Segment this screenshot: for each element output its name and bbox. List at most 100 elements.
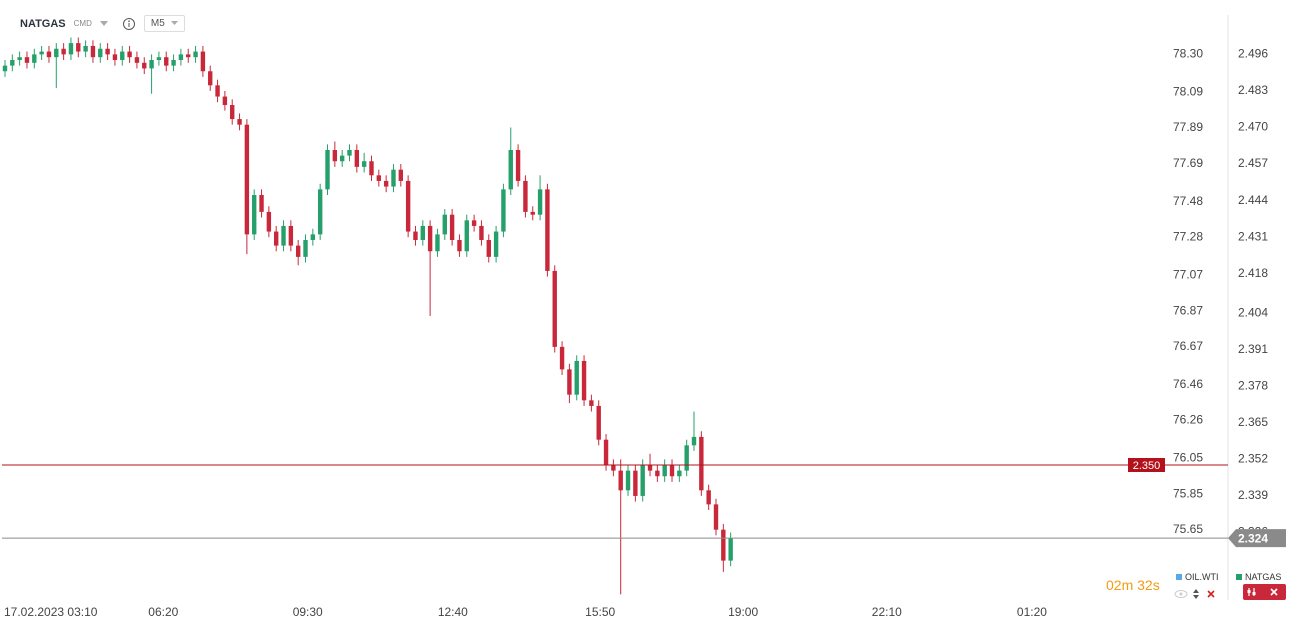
candle-body [464, 220, 469, 252]
candle-body [603, 439, 609, 465]
candle-body [567, 369, 572, 395]
candle-body [259, 195, 264, 212]
legend-swatch [1236, 574, 1242, 580]
y2-tick-label: 76.26 [1173, 413, 1203, 427]
candle-body [625, 470, 631, 491]
x-tick-label: 09:30 [293, 605, 323, 619]
y-tick-label: 2.404 [1238, 305, 1268, 319]
candle-body [405, 180, 411, 232]
info-icon[interactable] [122, 17, 136, 31]
candle-body [728, 538, 733, 561]
candle-body [442, 214, 447, 235]
x-tick-label: 01:20 [1017, 605, 1047, 619]
y-tick-label: 2.483 [1238, 83, 1268, 97]
plot-area: 78.30 78.09 77.89 77.69 77.48 77.28 77.07 76.87… [2, 37, 1286, 619]
candle-body [32, 54, 37, 63]
candle-body [713, 504, 719, 530]
reorder-button[interactable] [1193, 589, 1199, 599]
y-tick-label: 2.378 [1238, 378, 1268, 392]
y-tick-label: 2.418 [1238, 266, 1268, 280]
candle-body [303, 240, 308, 257]
candle-body [332, 150, 338, 162]
series-controls [1174, 589, 1215, 599]
x-tick-label: 19:00 [728, 605, 758, 619]
candle-timer: 02m 32s [1106, 577, 1160, 593]
candle-body [376, 175, 382, 181]
instrument-header: NATGAS CMD M5 [20, 15, 185, 32]
candle-body [552, 270, 557, 347]
candle-body [295, 245, 301, 257]
candle-body [662, 465, 667, 477]
y2-tick-label: 77.28 [1173, 230, 1203, 244]
candle-body [266, 211, 272, 232]
y2-tick-label: 76.46 [1173, 377, 1203, 391]
candle-body [581, 360, 587, 401]
price-tag [1128, 458, 1165, 472]
candle-body [647, 465, 653, 471]
y2-tick-label: 75.65 [1173, 522, 1203, 536]
candle-body [479, 225, 484, 240]
y2-tick-label: 78.30 [1173, 47, 1203, 61]
candle-body [17, 57, 22, 60]
candle-body [508, 150, 513, 190]
remove-button[interactable] [1270, 588, 1278, 596]
candle-body [684, 445, 689, 471]
candle-body [171, 60, 176, 66]
candle-body [120, 51, 125, 60]
candle-body [273, 231, 279, 246]
legend-label: NATGAS [1245, 572, 1282, 582]
candle-body [486, 240, 491, 257]
y2-tick-label: 77.89 [1173, 120, 1203, 134]
candle-body [127, 51, 132, 58]
candle-body [457, 240, 462, 252]
candle-body [244, 124, 250, 235]
x-tick-label: 06:20 [148, 605, 178, 619]
y-tick-label: 2.444 [1238, 193, 1268, 207]
y-tick-label: 2.470 [1238, 120, 1268, 134]
dropdown-caret[interactable] [99, 20, 108, 27]
y2-tick-label: 76.05 [1173, 450, 1203, 464]
candle-body [98, 48, 103, 58]
y2-tick-label: 77.69 [1173, 156, 1203, 170]
candle-body [596, 405, 601, 440]
candle-body [2, 65, 8, 72]
price-tag-label: 2.350 [1133, 460, 1161, 472]
candle-body [427, 225, 433, 252]
y-tick-label: 2.339 [1238, 488, 1268, 502]
candle-body [515, 150, 521, 181]
candle-body [501, 189, 506, 232]
candle-body [193, 51, 198, 58]
y-tick-label: 2.365 [1238, 415, 1268, 429]
candle-body [222, 96, 228, 105]
candle-body [76, 43, 81, 52]
x-tick-label: 17.02.2023 03:10 [4, 605, 98, 619]
legend-item[interactable]: NATGAS [1236, 572, 1288, 582]
dropdown-caret [170, 21, 178, 25]
candle-body [310, 234, 316, 240]
candle-body [354, 150, 360, 167]
candle-body [24, 57, 30, 63]
candle-body [347, 150, 352, 156]
y-tick-label: 2.431 [1238, 229, 1268, 243]
candle-body [721, 529, 726, 561]
candle-body [230, 105, 235, 120]
series-controls-active [1243, 584, 1286, 600]
settings-button[interactable] [1247, 588, 1256, 596]
candle-body [589, 400, 594, 406]
legend-item[interactable]: OIL.WTI [1176, 572, 1228, 582]
candle-body [669, 465, 675, 477]
price-tag-label: 2.324 [1238, 531, 1268, 545]
y2-tick-label: 76.87 [1173, 303, 1203, 317]
candle-body [435, 234, 440, 252]
candle-body [677, 470, 682, 477]
visibility-toggle[interactable] [1174, 590, 1188, 598]
remove-button[interactable] [1207, 590, 1215, 598]
candle-body [39, 51, 44, 55]
y-tick-label: 2.352 [1238, 452, 1268, 466]
symbol[interactable]: NATGAS [20, 17, 66, 30]
y2-tick-label: 75.85 [1173, 486, 1203, 500]
candle-body [449, 214, 455, 240]
interval-selector[interactable]: M5 [143, 15, 185, 32]
legend-label: OIL.WTI [1185, 572, 1219, 582]
